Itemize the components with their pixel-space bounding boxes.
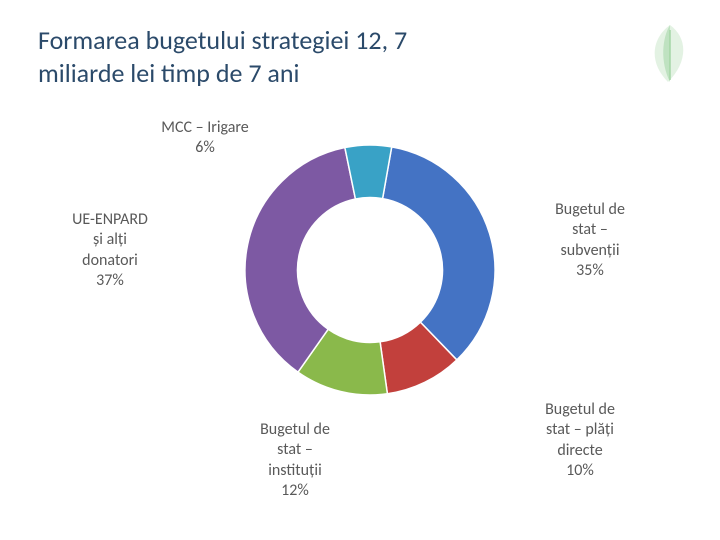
decorative-leaf-icon — [640, 20, 700, 90]
segment-label: MCC – Irigare 6% — [130, 118, 280, 159]
segment-label: Bugetul de stat – instituții 12% — [230, 420, 360, 502]
page-title: Formarea bugetului strategiei 12, 7 mili… — [38, 24, 458, 89]
segment-label: Bugetul de stat – subvenții 35% — [520, 200, 660, 282]
donut-svg — [240, 140, 500, 400]
budget-donut-chart: Bugetul de stat – subvenții 35% Bugetul d… — [50, 120, 670, 520]
donut-segment — [383, 147, 495, 360]
segment-label: UE-ENPARD și alți donatori 37% — [40, 210, 180, 292]
segment-label: Bugetul de stat – plăți directe 10% — [500, 400, 660, 482]
